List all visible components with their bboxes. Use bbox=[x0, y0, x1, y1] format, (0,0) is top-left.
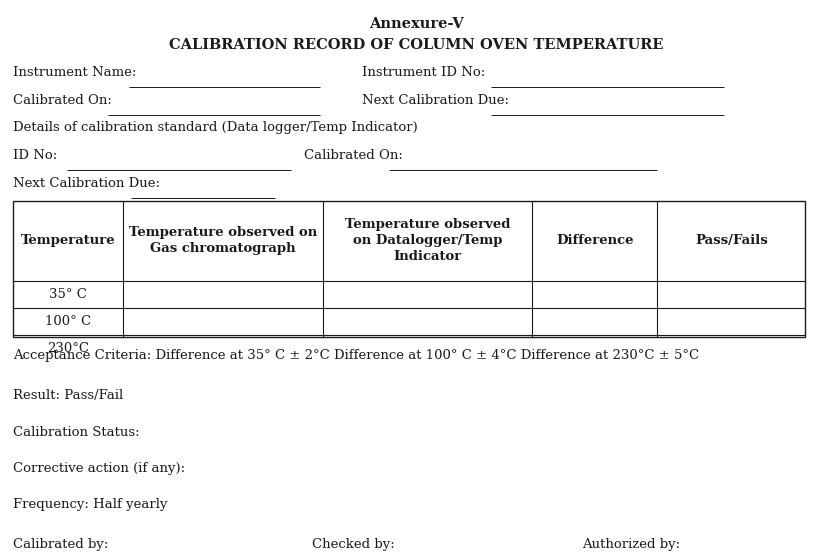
Text: Temperature: Temperature bbox=[21, 234, 116, 247]
Text: 230°C: 230°C bbox=[47, 342, 89, 355]
Text: Frequency: Half yearly: Frequency: Half yearly bbox=[13, 498, 168, 511]
Text: Annexure-V: Annexure-V bbox=[369, 17, 463, 31]
Text: 100° C: 100° C bbox=[45, 315, 92, 328]
Text: Calibration Status:: Calibration Status: bbox=[13, 426, 140, 438]
Text: Difference: Difference bbox=[556, 234, 634, 247]
Text: Corrective action (if any):: Corrective action (if any): bbox=[13, 462, 186, 475]
Text: Authorized by:: Authorized by: bbox=[582, 538, 681, 551]
Text: Calibrated On:: Calibrated On: bbox=[304, 149, 403, 162]
Text: CALIBRATION RECORD OF COLUMN OVEN TEMPERATURE: CALIBRATION RECORD OF COLUMN OVEN TEMPER… bbox=[169, 38, 663, 52]
Text: Temperature observed
on Datalogger/Temp
Indicator: Temperature observed on Datalogger/Temp … bbox=[345, 218, 510, 263]
Text: ID No:: ID No: bbox=[13, 149, 57, 162]
Text: Instrument Name:: Instrument Name: bbox=[13, 66, 136, 79]
Text: Next Calibration Due:: Next Calibration Due: bbox=[13, 177, 161, 190]
Text: Acceptance Criteria: Difference at 35° C ± 2°C Difference at 100° C ± 4°C Differ: Acceptance Criteria: Difference at 35° C… bbox=[13, 349, 700, 362]
Text: Checked by:: Checked by: bbox=[312, 538, 394, 551]
Text: Next Calibration Due:: Next Calibration Due: bbox=[362, 94, 509, 106]
Text: Pass/Fails: Pass/Fails bbox=[695, 234, 768, 247]
Text: Calibrated On:: Calibrated On: bbox=[13, 94, 112, 106]
Text: Temperature observed on
Gas chromatograph: Temperature observed on Gas chromatograp… bbox=[129, 226, 317, 256]
Text: Result: Pass/Fail: Result: Pass/Fail bbox=[13, 389, 124, 402]
Text: 35° C: 35° C bbox=[49, 288, 87, 301]
Text: Details of calibration standard (Data logger/Temp Indicator): Details of calibration standard (Data lo… bbox=[13, 121, 418, 134]
Text: Calibrated by:: Calibrated by: bbox=[13, 538, 109, 551]
Text: Instrument ID No:: Instrument ID No: bbox=[362, 66, 485, 79]
